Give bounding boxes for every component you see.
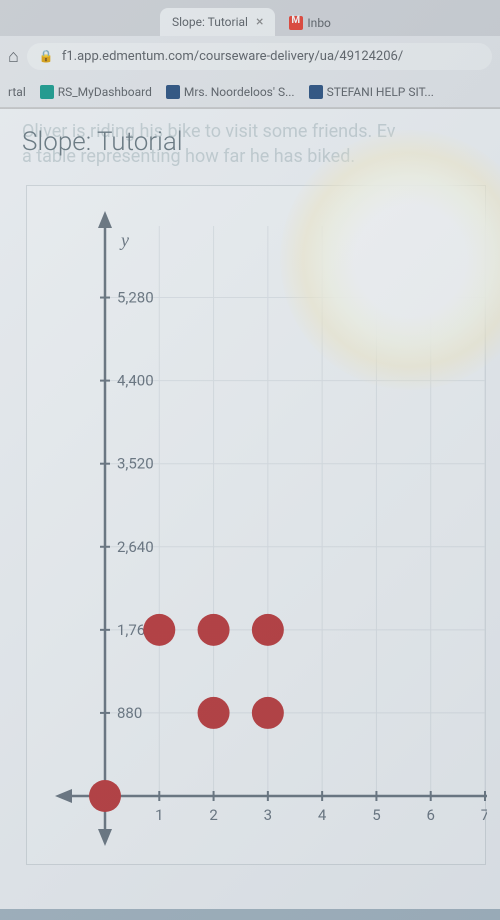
svg-text:6: 6	[426, 806, 434, 824]
bookmark-icon	[166, 85, 180, 99]
page-content: Oliver is riding his bike to visit some …	[0, 109, 500, 909]
bookmark-label: Mrs. Noordeloos' S...	[184, 85, 295, 99]
svg-text:1: 1	[155, 806, 163, 824]
bookmark-label: rtal	[8, 85, 26, 99]
gmail-icon	[289, 16, 303, 30]
close-icon[interactable]: ×	[256, 14, 263, 30]
bookmarks-bar: rtal RS_MyDashboard Mrs. Noordeloos' S..…	[0, 76, 500, 108]
bookmark-item[interactable]: RS_MyDashboard	[40, 85, 152, 99]
inactive-tab-title: Inbo	[307, 16, 330, 30]
page-title: Slope: Tutorial	[22, 127, 500, 157]
svg-text:2: 2	[209, 806, 217, 824]
svg-text:880: 880	[117, 704, 142, 722]
bookmark-label: STEFANI HELP SIT...	[327, 85, 434, 99]
svg-text:y: y	[119, 230, 129, 250]
active-tab[interactable]: Slope: Tutorial ×	[160, 8, 275, 36]
url-text: f1.app.edmentum.com/courseware-delivery/…	[62, 49, 403, 64]
browser-chrome: Slope: Tutorial × Inbo ⌂ 🔒 f1.app.edment…	[0, 0, 500, 109]
svg-text:5: 5	[372, 806, 380, 824]
tab-bar: Slope: Tutorial × Inbo	[0, 0, 500, 36]
bookmark-item[interactable]: rtal	[8, 85, 26, 99]
svg-text:3,520: 3,520	[117, 455, 154, 473]
svg-text:4: 4	[318, 806, 327, 824]
scatter-chart[interactable]: y8801,7602,6403,5204,4005,2801234567	[27, 186, 487, 866]
bookmark-icon	[40, 85, 54, 99]
bookmark-label: RS_MyDashboard	[58, 85, 152, 99]
svg-text:7: 7	[481, 806, 487, 824]
tab-title: Slope: Tutorial	[172, 15, 248, 29]
bookmark-item[interactable]: STEFANI HELP SIT...	[309, 85, 434, 99]
svg-text:3: 3	[264, 806, 272, 824]
bookmark-icon	[309, 85, 323, 99]
url-field[interactable]: 🔒 f1.app.edmentum.com/courseware-deliver…	[27, 43, 492, 70]
svg-text:4,400: 4,400	[117, 372, 154, 390]
inactive-tab[interactable]: Inbo	[277, 10, 342, 36]
home-icon[interactable]: ⌂	[8, 46, 19, 67]
svg-text:2,640: 2,640	[117, 538, 154, 556]
bookmark-item[interactable]: Mrs. Noordeloos' S...	[166, 85, 295, 99]
svg-text:5,280: 5,280	[117, 289, 154, 307]
chart-container: y8801,7602,6403,5204,4005,2801234567	[26, 185, 486, 865]
lock-icon: 🔒	[39, 49, 54, 63]
url-bar: ⌂ 🔒 f1.app.edmentum.com/courseware-deliv…	[0, 36, 500, 76]
